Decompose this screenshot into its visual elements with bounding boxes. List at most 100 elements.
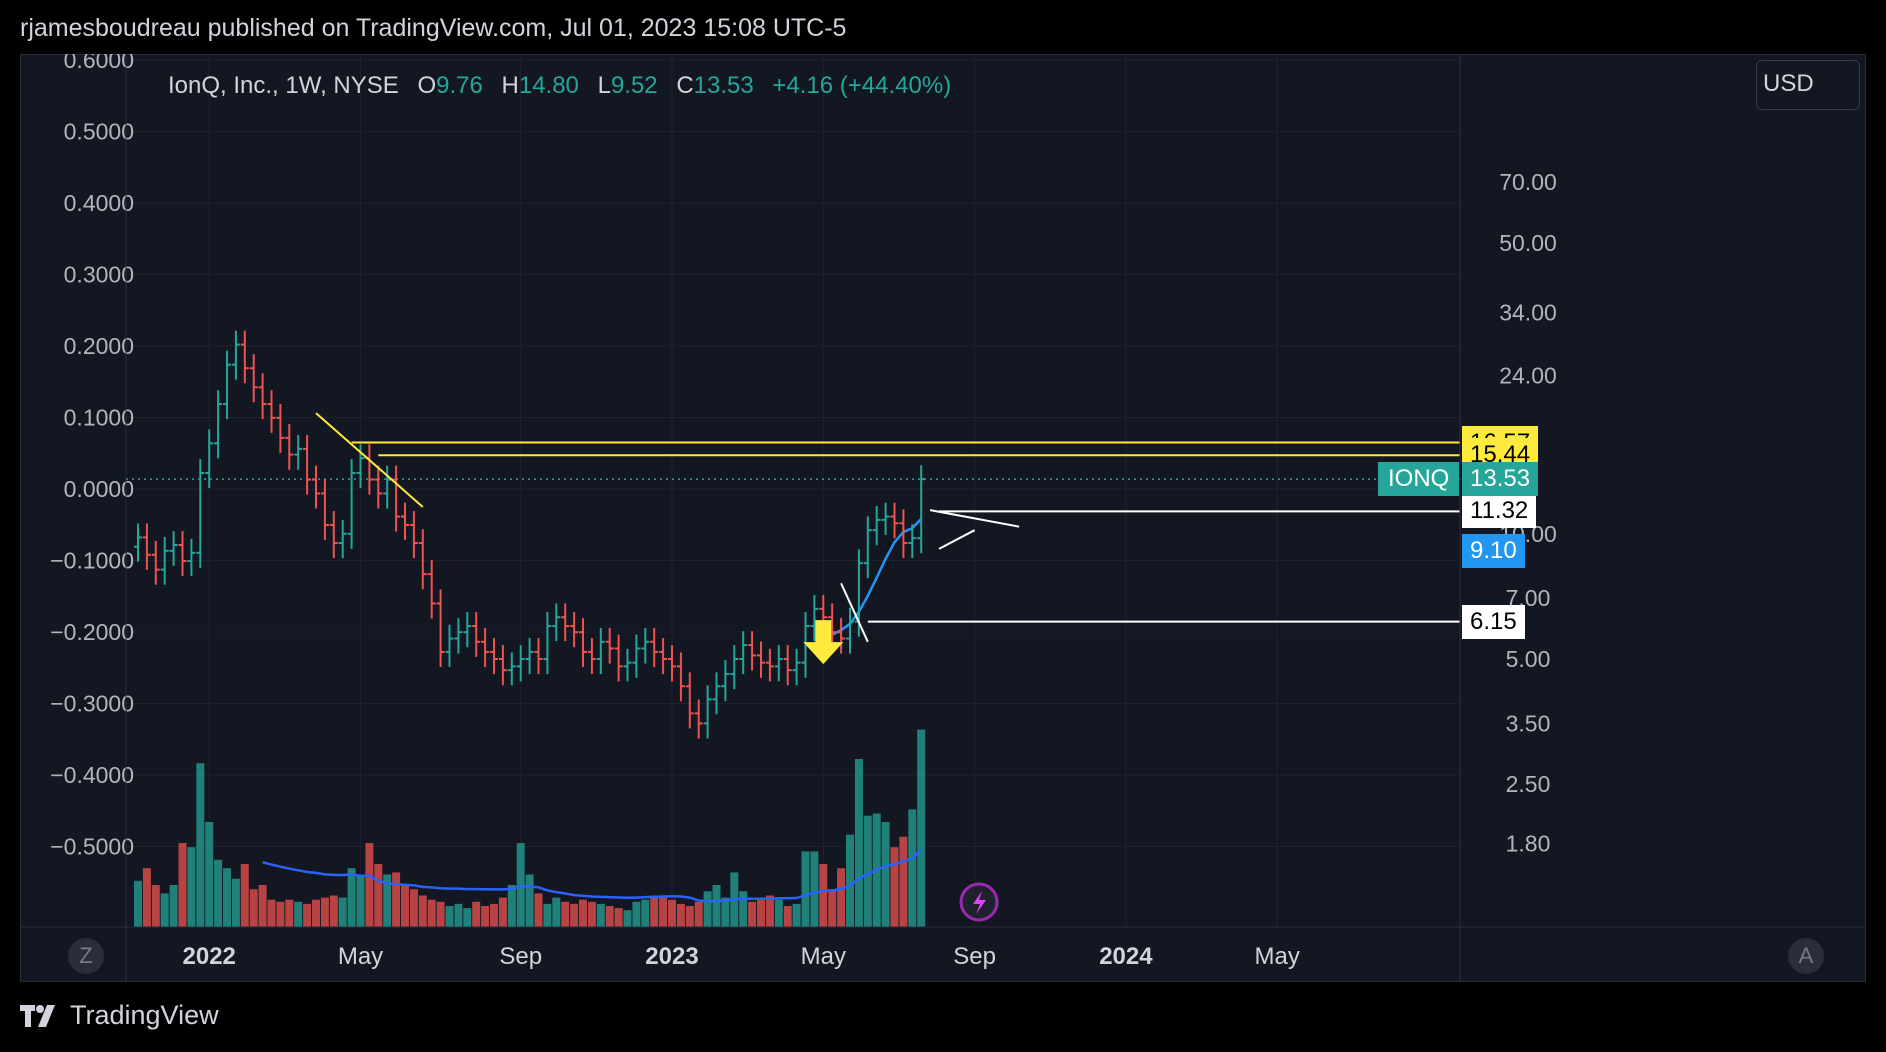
volume-bar — [481, 906, 490, 927]
candle — [739, 631, 748, 675]
x-axis-tick: 2022 — [183, 943, 236, 970]
candle — [151, 540, 160, 585]
x-axis-tick: Sep — [499, 943, 542, 970]
candle — [223, 350, 231, 420]
candle — [650, 627, 659, 667]
volume-bar — [347, 868, 356, 927]
candle — [890, 502, 899, 539]
volume-bar — [134, 880, 142, 927]
volume-bar — [801, 851, 810, 927]
legend-high-label: H — [501, 72, 519, 99]
volume-bar — [498, 897, 507, 927]
volume-bar — [249, 889, 258, 927]
volume-bar — [694, 901, 703, 927]
volume-bar — [543, 903, 552, 927]
candle — [525, 638, 534, 675]
candle — [792, 648, 801, 686]
volume-bar — [623, 910, 632, 927]
volume-bar — [579, 899, 587, 927]
candle — [169, 531, 178, 566]
volume-bar — [142, 868, 151, 927]
right-axis-tick: 3.50 — [1506, 710, 1551, 736]
candle — [810, 594, 819, 642]
volume-bar — [534, 893, 543, 927]
candle — [561, 603, 570, 642]
candle — [490, 638, 498, 675]
volume-bar — [659, 897, 668, 927]
ticker-tag: IONQ — [1378, 462, 1460, 497]
candle — [187, 538, 196, 577]
right-axis-tick: 24.00 — [1499, 363, 1557, 389]
candle — [249, 354, 258, 403]
volume-bar — [721, 897, 730, 927]
right-axis-tick: 50.00 — [1499, 230, 1557, 256]
downtrend-line — [315, 412, 424, 508]
auto-scale-button[interactable]: A — [1788, 938, 1824, 974]
candle — [641, 627, 650, 664]
right-axis-tick: 2.50 — [1506, 771, 1551, 797]
zoom-button[interactable]: Z — [68, 938, 104, 974]
candle — [712, 672, 721, 715]
volume-bar — [418, 895, 427, 927]
left-axis-tick: 0.4000 — [64, 190, 134, 216]
volume-bar — [454, 903, 463, 927]
candle — [552, 603, 561, 642]
volume-bar — [356, 874, 365, 927]
chart-frame — [20, 54, 1866, 982]
volume-bar — [810, 851, 819, 927]
candle — [828, 603, 837, 648]
candle — [498, 645, 507, 686]
candle — [392, 465, 401, 532]
volume-bar — [240, 864, 249, 927]
right-axis-tick: 5.00 — [1506, 646, 1551, 672]
volume-bar — [169, 885, 178, 927]
legend-symbol: IonQ, Inc., 1W, NYSE — [168, 72, 399, 99]
left-axis-tick: −0.1000 — [50, 548, 134, 574]
candle — [908, 524, 917, 559]
legend-close-value: 13.53 — [693, 72, 754, 99]
candle — [205, 429, 214, 489]
candle — [303, 434, 312, 495]
volume-ma-line — [262, 849, 923, 903]
left-axis-tick: 0.2000 — [64, 333, 134, 359]
candle — [685, 672, 694, 729]
candle — [409, 511, 418, 559]
volume-bar — [223, 868, 231, 927]
candle — [632, 634, 641, 678]
currency-selector[interactable]: USD — [1756, 60, 1860, 110]
volume-bar — [765, 895, 774, 927]
volume-bar — [917, 729, 926, 927]
volume-bar — [409, 889, 418, 927]
volume-bar — [472, 901, 481, 927]
candle — [587, 638, 596, 675]
candle — [765, 648, 774, 682]
volume-bar — [837, 868, 846, 927]
candle — [142, 523, 151, 570]
volume-bar — [196, 763, 205, 927]
last-price-tag: 13.53 — [1462, 462, 1539, 497]
candle — [401, 502, 409, 541]
price-chart[interactable]: 0.6000 0.5000 0.4000 0.3000 0.2000 0.1000 0.00… — [20, 54, 1866, 982]
volume-bar — [329, 895, 338, 927]
volume-bar — [739, 891, 748, 927]
candle — [196, 459, 205, 568]
volume-bar — [846, 834, 854, 927]
volume-bar — [774, 899, 783, 927]
candle — [507, 652, 516, 686]
candle — [863, 516, 872, 579]
volume-bar — [587, 901, 596, 927]
candle — [748, 631, 757, 671]
volume-bar — [214, 859, 223, 927]
candle — [917, 465, 926, 554]
volume-bar — [320, 897, 329, 927]
volume-bar — [285, 899, 294, 927]
volume-bar — [908, 809, 917, 927]
legend-close-label: C — [676, 72, 694, 99]
volume-bar — [151, 885, 160, 927]
ma-value-tag: 9.10 — [1462, 533, 1525, 568]
left-axis-tick: 0.5000 — [64, 119, 134, 145]
tradingview-footer[interactable]: TradingView — [20, 1000, 219, 1031]
candle — [338, 519, 347, 559]
volume-bar — [365, 843, 374, 927]
volume-bar — [178, 843, 187, 927]
